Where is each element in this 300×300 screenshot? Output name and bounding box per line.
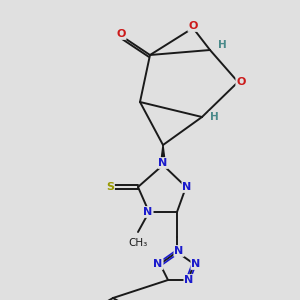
Text: N: N (182, 182, 192, 192)
Text: CH₃: CH₃ (128, 238, 148, 248)
Text: N: N (153, 259, 163, 269)
Text: N: N (143, 207, 153, 217)
Text: H: H (210, 112, 218, 122)
Text: O: O (116, 29, 126, 39)
Text: N: N (174, 246, 184, 256)
Text: S: S (106, 182, 114, 192)
Text: N: N (184, 275, 194, 285)
Polygon shape (160, 145, 166, 165)
Text: O: O (188, 21, 198, 31)
Text: O: O (236, 77, 246, 87)
Text: H: H (218, 40, 226, 50)
Text: N: N (158, 158, 168, 168)
Text: N: N (191, 259, 201, 269)
